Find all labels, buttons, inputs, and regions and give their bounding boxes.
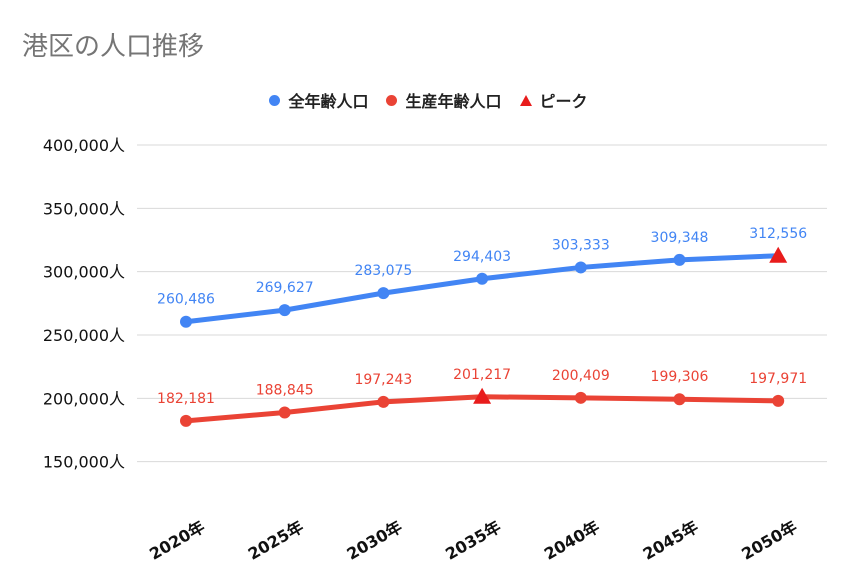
y-tick-label: 150,000人 bbox=[43, 453, 125, 472]
data-point[interactable] bbox=[180, 315, 192, 328]
y-tick-label: 400,000人 bbox=[43, 136, 125, 155]
data-point[interactable] bbox=[673, 253, 686, 266]
x-tick-label: 2020年 bbox=[146, 517, 208, 564]
legend-label-peak: ピーク bbox=[539, 92, 588, 111]
x-tick-label: 2030年 bbox=[343, 517, 405, 564]
peak-triangle-icon bbox=[519, 94, 532, 106]
data-point[interactable] bbox=[377, 395, 390, 408]
data-point[interactable] bbox=[377, 287, 390, 300]
legend-marker-total bbox=[269, 94, 281, 106]
data-label: 199,306 bbox=[651, 369, 709, 385]
data-label: 303,333 bbox=[552, 237, 610, 253]
data-label: 182,181 bbox=[157, 391, 215, 407]
y-tick-label: 250,000人 bbox=[43, 326, 125, 345]
x-tick-label: 2025年 bbox=[245, 517, 307, 564]
data-label: 188,845 bbox=[256, 382, 314, 398]
data-point[interactable] bbox=[574, 391, 587, 404]
legend-item-working[interactable]: 生産年齢人口 bbox=[386, 88, 502, 112]
y-tick-label: 200,000人 bbox=[43, 389, 125, 408]
legend-item-peak[interactable]: ピーク bbox=[519, 88, 588, 112]
data-point[interactable] bbox=[180, 414, 192, 427]
data-point[interactable] bbox=[772, 394, 785, 407]
x-tick-label: 2045年 bbox=[640, 517, 702, 564]
peak-marker[interactable] bbox=[769, 246, 788, 263]
data-label: 201,217 bbox=[453, 367, 511, 383]
data-point[interactable] bbox=[476, 272, 489, 285]
data-point[interactable] bbox=[278, 304, 291, 317]
chart-title: 港区の人口推移 bbox=[22, 32, 205, 62]
data-label: 269,627 bbox=[256, 280, 314, 296]
peak-marker[interactable] bbox=[473, 387, 492, 404]
data-point[interactable] bbox=[673, 393, 686, 406]
data-label: 309,348 bbox=[651, 230, 709, 246]
data-label: 197,971 bbox=[749, 371, 807, 387]
data-label: 200,409 bbox=[552, 368, 610, 384]
data-label: 260,486 bbox=[157, 292, 215, 308]
y-tick-label: 300,000人 bbox=[43, 263, 125, 282]
legend: 全年齢人口 生産年齢人口 ピーク bbox=[0, 88, 857, 112]
data-label: 283,075 bbox=[354, 263, 412, 279]
y-tick-label: 350,000人 bbox=[43, 199, 125, 218]
legend-item-total[interactable]: 全年齢人口 bbox=[269, 88, 368, 112]
legend-label-working: 生産年齢人口 bbox=[405, 92, 502, 111]
legend-label-total: 全年齢人口 bbox=[288, 92, 369, 111]
data-point[interactable] bbox=[278, 406, 291, 419]
data-label: 294,403 bbox=[453, 249, 511, 265]
x-tick-label: 2040年 bbox=[541, 517, 603, 564]
data-point[interactable] bbox=[574, 261, 587, 274]
x-tick-label: 2050年 bbox=[738, 517, 800, 564]
data-label: 312,556 bbox=[749, 226, 807, 242]
x-tick-label: 2035年 bbox=[442, 517, 504, 564]
legend-marker-working bbox=[386, 94, 398, 106]
data-label: 197,243 bbox=[354, 372, 412, 388]
